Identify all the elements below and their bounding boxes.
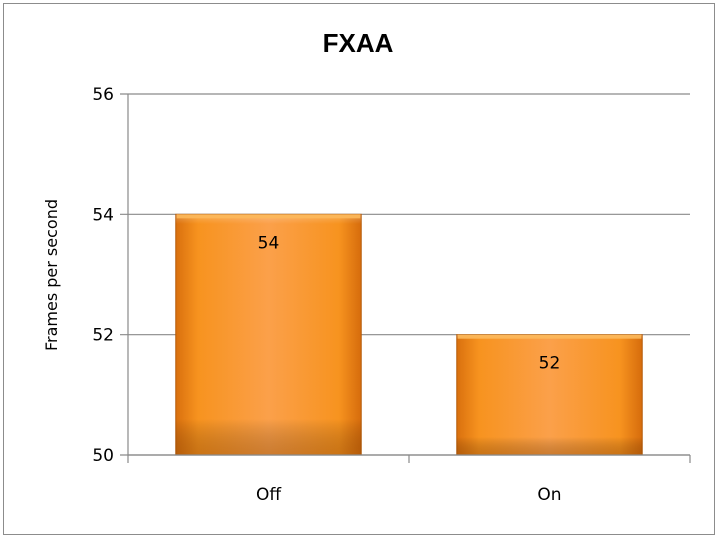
bar-top-highlight xyxy=(176,214,361,219)
y-tick-label: 56 xyxy=(92,85,114,105)
x-axis: Off On xyxy=(127,94,691,505)
y-tick-label: 54 xyxy=(92,205,114,225)
x-tick-label: Off xyxy=(256,485,282,505)
chart-title: FXAA xyxy=(323,28,394,58)
bar-top-highlight xyxy=(457,334,642,339)
y-axis-ticks: 50 52 54 56 xyxy=(92,85,114,466)
bar-shading xyxy=(175,214,362,455)
x-tick-label: On xyxy=(537,485,561,505)
y-tick-label: 52 xyxy=(92,326,114,346)
y-axis-label: Frames per second xyxy=(42,199,61,351)
data-label: 52 xyxy=(539,354,561,374)
bar-shading xyxy=(456,334,643,455)
data-label: 54 xyxy=(258,233,280,253)
y-tick-label: 50 xyxy=(92,446,114,466)
